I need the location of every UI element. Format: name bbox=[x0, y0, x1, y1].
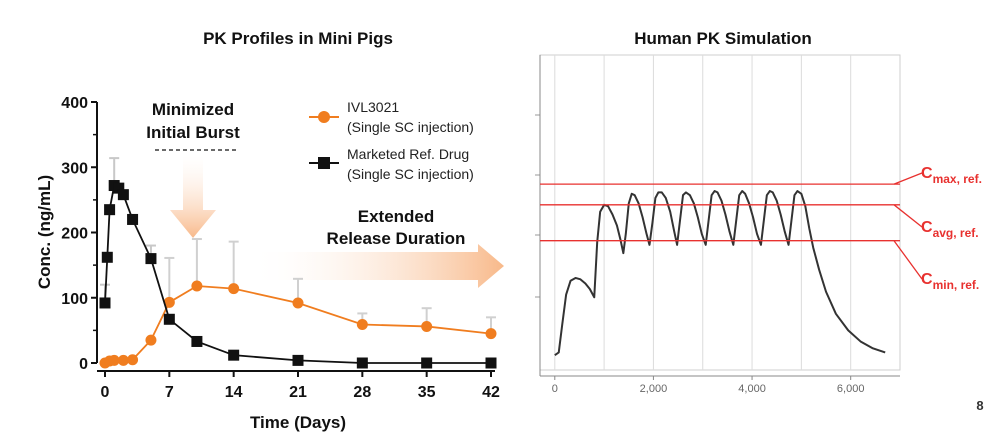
ivl3021-point bbox=[356, 319, 368, 331]
left-x-tick-label: 42 bbox=[482, 384, 500, 401]
ref-drug-point bbox=[127, 213, 139, 225]
ref-drug-point bbox=[356, 357, 368, 369]
legend-ivl-label-line2: (Single SC injection) bbox=[347, 119, 474, 135]
ref-drug-point bbox=[99, 297, 111, 309]
reference-label: Cmax, ref. bbox=[921, 165, 982, 186]
release-annotation-line1: Extended bbox=[358, 207, 435, 226]
left-y-axis-label: Conc. (ng/mL) bbox=[35, 175, 54, 289]
ref-drug-point bbox=[292, 354, 304, 366]
left-y-tick-label: 300 bbox=[61, 160, 88, 177]
legend-ref-label: Marketed Ref. Drug bbox=[347, 146, 469, 162]
burst-arrow bbox=[170, 155, 216, 238]
right-x-tick-label: 0 bbox=[552, 383, 558, 395]
ivl3021-point bbox=[108, 354, 120, 366]
ivl3021-point bbox=[292, 297, 304, 309]
reference-pointer bbox=[893, 204, 923, 228]
ref-drug-point bbox=[104, 204, 116, 216]
burst-annotation-line1: Minimized bbox=[152, 100, 234, 119]
left-y-tick-label: 200 bbox=[61, 226, 88, 243]
left-x-tick-label: 28 bbox=[353, 384, 371, 401]
legend: IVL3021 (Single SC injection) Marketed R… bbox=[309, 99, 474, 182]
legend-ref-marker bbox=[318, 157, 330, 169]
left-x-tick-label: 7 bbox=[165, 384, 174, 401]
right-plot-area: 0 2,000 4,000 6,000 Cmax, ref. Cavg, ref. Cmin… bbox=[535, 54, 982, 395]
ref-drug-point bbox=[163, 313, 175, 325]
release-arrow bbox=[248, 244, 504, 288]
left-x-tick-label: 14 bbox=[225, 384, 243, 401]
burst-annotation-line2: Initial Burst bbox=[146, 123, 240, 142]
ref-drug-point bbox=[191, 335, 203, 347]
human-pk-curve bbox=[554, 190, 886, 357]
reference-pointer bbox=[893, 172, 923, 185]
left-x-axis-label: Time (Days) bbox=[250, 413, 346, 432]
ref-drug-point bbox=[228, 349, 240, 361]
left-plot-area: 0 100 200 300 400 0 7 14 21 28 35 42 bbox=[61, 95, 500, 401]
reference-pointer bbox=[893, 240, 923, 280]
reference-label: Cavg, ref. bbox=[921, 219, 979, 240]
ivl3021-point bbox=[145, 334, 157, 346]
right-x-tick-label: 4,000 bbox=[738, 383, 766, 395]
right-x-tick-label: 2,000 bbox=[640, 383, 668, 395]
legend-ivl-marker bbox=[318, 111, 330, 123]
left-chart-title: PK Profiles in Mini Pigs bbox=[203, 29, 393, 48]
ivl3021-point bbox=[163, 296, 175, 308]
left-y-tick-label: 400 bbox=[61, 95, 88, 112]
ref-drug-point bbox=[145, 253, 157, 265]
right-x-tick-label: 6,000 bbox=[837, 383, 865, 395]
ivl3021-point bbox=[485, 328, 497, 340]
left-y-tick-label: 0 bbox=[79, 356, 88, 373]
left-x-tick-label: 0 bbox=[101, 384, 110, 401]
ref-drug-point bbox=[117, 189, 129, 201]
ref-drug-point bbox=[101, 251, 113, 263]
ref-drug-point bbox=[113, 182, 125, 194]
release-annotation-line2: Release Duration bbox=[327, 229, 466, 248]
ref-drug-point bbox=[421, 357, 433, 369]
left-y-tick-label: 100 bbox=[61, 291, 88, 308]
ivl3021-point bbox=[191, 280, 203, 292]
ivl3021-point bbox=[228, 283, 240, 295]
ivl3021-point bbox=[117, 354, 129, 366]
ivl3021-point bbox=[127, 354, 139, 366]
ref-drug-point bbox=[485, 357, 497, 369]
page-number: 8 bbox=[976, 398, 983, 413]
left-x-tick-label: 35 bbox=[418, 384, 436, 401]
left-x-tick-label: 21 bbox=[289, 384, 307, 401]
legend-ref-label-line2: (Single SC injection) bbox=[347, 166, 474, 182]
right-plot-frame bbox=[539, 54, 901, 371]
ivl3021-point bbox=[421, 320, 433, 332]
right-chart-title: Human PK Simulation bbox=[634, 29, 812, 48]
reference-label: Cmin, ref. bbox=[921, 271, 979, 292]
legend-ivl-label: IVL3021 bbox=[347, 99, 399, 115]
